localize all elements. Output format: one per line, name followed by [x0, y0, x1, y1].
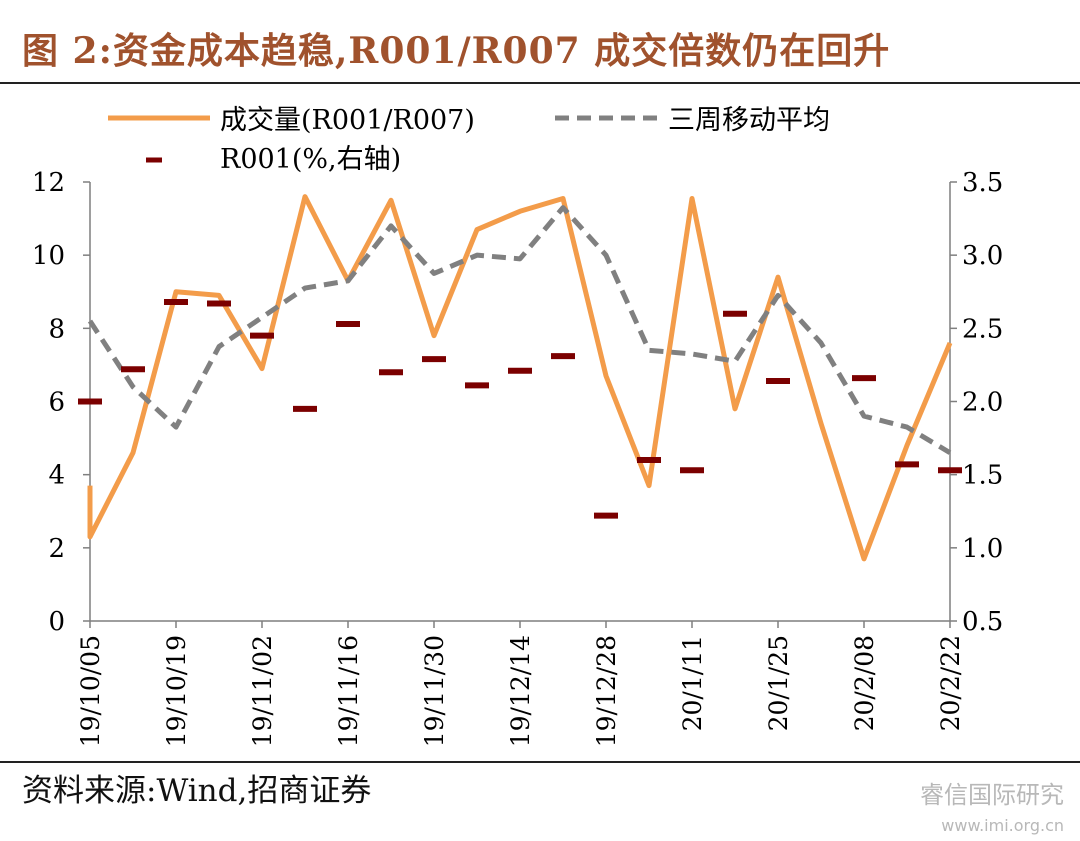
right-tick-label: 3.5	[962, 168, 1003, 198]
x-tick-label: 19/10/19	[162, 635, 191, 747]
left-tick-label: 12	[32, 168, 65, 198]
series-volume-line	[87, 194, 953, 562]
left-tick-label: 10	[32, 241, 65, 271]
data-marks	[78, 194, 962, 562]
right-tick-label: 3.0	[962, 241, 1003, 271]
x-tick-label: 20/2/08	[850, 635, 879, 731]
x-tick-label: 20/1/25	[764, 635, 793, 731]
chart-title: 图 2:资金成本趋稳,R001/R007 成交倍数仍在回升	[22, 30, 891, 72]
x-tick-label: 19/10/05	[76, 635, 105, 747]
watermark-url: www.imi.org.cn	[941, 816, 1064, 835]
chart-legend: 成交量(R001/R007) 三周移动平均 R001(%,右轴)	[108, 105, 830, 175]
left-tick-label: 0	[48, 607, 65, 637]
legend-label-volume: 成交量(R001/R007)	[220, 105, 475, 136]
left-tick-label: 4	[48, 461, 65, 491]
axes: 0 2 4 6 8 10 12 0.5 1.0 1.5 2.0 2.5 3.0 3.5 19/10/05 19…	[32, 168, 1003, 747]
legend-label-r001: R001(%,右轴)	[220, 144, 401, 175]
x-tick-label: 20/1/11	[678, 635, 707, 731]
chart-canvas: 成交量(R001/R007) 三周移动平均 R001(%,右轴) 0 2 4 6 8 10…	[32, 105, 1003, 747]
right-tick-label: 2.0	[962, 388, 1003, 418]
right-tick-label: 1.5	[962, 461, 1003, 491]
watermark-text: 睿信国际研究	[920, 781, 1064, 809]
title-divider	[0, 82, 1080, 84]
series-ma-line	[87, 205, 952, 455]
x-tick-label: 20/2/22	[936, 635, 965, 731]
source-divider	[0, 761, 1080, 763]
x-tick-label: 19/12/28	[592, 635, 621, 747]
source-note: 资料来源:Wind,招商证券	[22, 773, 372, 809]
x-tick-label: 19/11/30	[420, 635, 449, 747]
right-tick-label: 2.5	[962, 314, 1003, 344]
x-tick-label: 19/11/02	[248, 635, 277, 747]
left-tick-label: 8	[48, 314, 65, 344]
legend-label-ma: 三周移动平均	[668, 105, 830, 136]
x-tick-label: 19/12/14	[506, 635, 535, 747]
watermark: 睿信国际研究 www.imi.org.cn	[920, 775, 1064, 835]
left-tick-label: 2	[48, 534, 65, 564]
right-tick-label: 1.0	[962, 534, 1003, 564]
x-tick-label: 19/11/16	[334, 635, 363, 747]
left-tick-label: 6	[48, 388, 65, 418]
right-tick-label: 0.5	[962, 607, 1003, 637]
